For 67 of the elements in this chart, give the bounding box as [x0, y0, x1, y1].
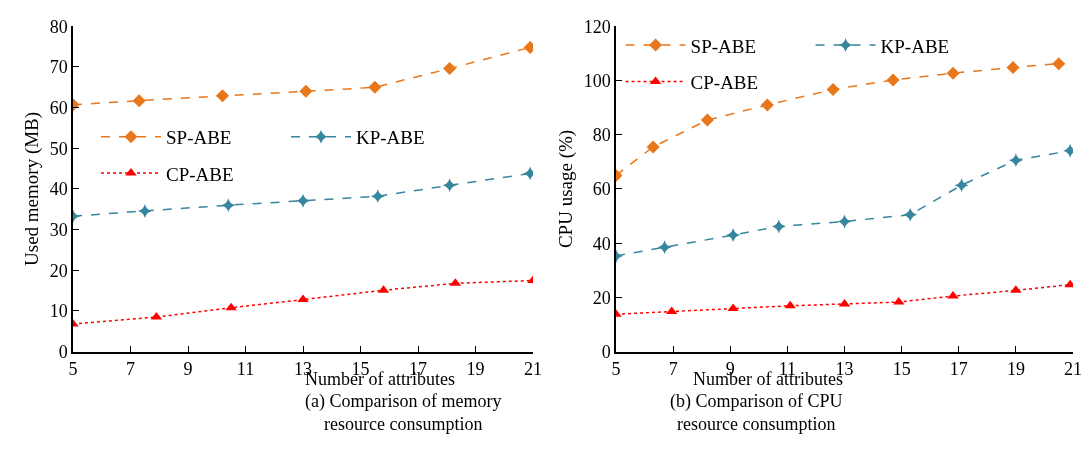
y-tick-label: 60: [592, 179, 611, 200]
text: (a) Comparison of memory resource consumption: [305, 391, 502, 435]
y-axis-title: Used memory (MB): [21, 111, 43, 266]
point: [837, 214, 852, 229]
y-tick-label: 40: [592, 233, 611, 254]
x-tick-label: 11: [236, 359, 255, 379]
point: [700, 113, 714, 127]
y-tick-label: 60: [49, 97, 68, 118]
y-tick-label: 100: [583, 70, 611, 91]
legend-label: SP-ABE: [690, 35, 757, 57]
point: [784, 300, 796, 309]
y-tick-label: 70: [49, 57, 68, 78]
y-tick-label: 50: [49, 138, 68, 159]
y-tick-label: 10: [49, 301, 68, 322]
x-tick-label: 19: [466, 359, 485, 379]
point: [368, 80, 382, 94]
x-tick-label: 9: [183, 359, 193, 379]
point: [225, 302, 237, 311]
y-tick-label: 20: [592, 287, 611, 308]
x-tick-label: 5: [68, 359, 78, 379]
point: [299, 84, 313, 98]
point: [137, 203, 152, 218]
point: [646, 140, 660, 154]
y-tick-label: 0: [58, 341, 68, 362]
y-tick-label: 30: [49, 219, 68, 240]
y-tick-label: 40: [49, 179, 68, 200]
legend-label: CP-ABE: [690, 71, 759, 93]
y-tick-label: 80: [49, 16, 68, 37]
x-tick-label: 7: [126, 359, 135, 379]
legend-label: SP-ABE: [166, 127, 232, 149]
legend-label: KP-ABE: [356, 127, 425, 149]
point: [370, 189, 385, 204]
x-tick-label: 15: [892, 359, 911, 379]
x-tick-label: 19: [1006, 359, 1025, 379]
x-tick-label: 17: [949, 359, 968, 379]
y-tick-label: 80: [592, 125, 611, 146]
point: [297, 294, 309, 303]
point: [886, 73, 900, 87]
legend-label: CP-ABE: [166, 163, 234, 185]
y-tick-label: 120: [583, 16, 611, 37]
x-tick-label: 5: [611, 359, 621, 379]
point: [1006, 60, 1020, 74]
point: [442, 178, 457, 193]
x-tick-label: 21: [524, 359, 542, 379]
point: [657, 240, 672, 255]
point: [954, 178, 969, 193]
legend-label: KP-ABE: [880, 35, 950, 57]
point: [216, 89, 229, 103]
point: [132, 94, 146, 108]
point: [760, 98, 774, 112]
point: [826, 82, 840, 96]
point: [1008, 153, 1023, 168]
x-tick-label: 7: [668, 359, 678, 379]
point: [221, 198, 236, 213]
point: [946, 66, 960, 80]
point: [443, 62, 457, 76]
point: [903, 207, 918, 222]
y-axis-title: CPU usage (%): [555, 129, 577, 249]
text: (b) Comparison of CPU resource consumption: [670, 391, 843, 435]
y-tick-label: 20: [49, 260, 68, 281]
point: [771, 219, 786, 234]
point: [727, 303, 739, 312]
y-tick-label: 0: [601, 341, 611, 362]
x-tick-label: 21: [1064, 359, 1082, 379]
point: [726, 228, 741, 243]
point: [296, 193, 310, 208]
point: [1052, 57, 1066, 71]
